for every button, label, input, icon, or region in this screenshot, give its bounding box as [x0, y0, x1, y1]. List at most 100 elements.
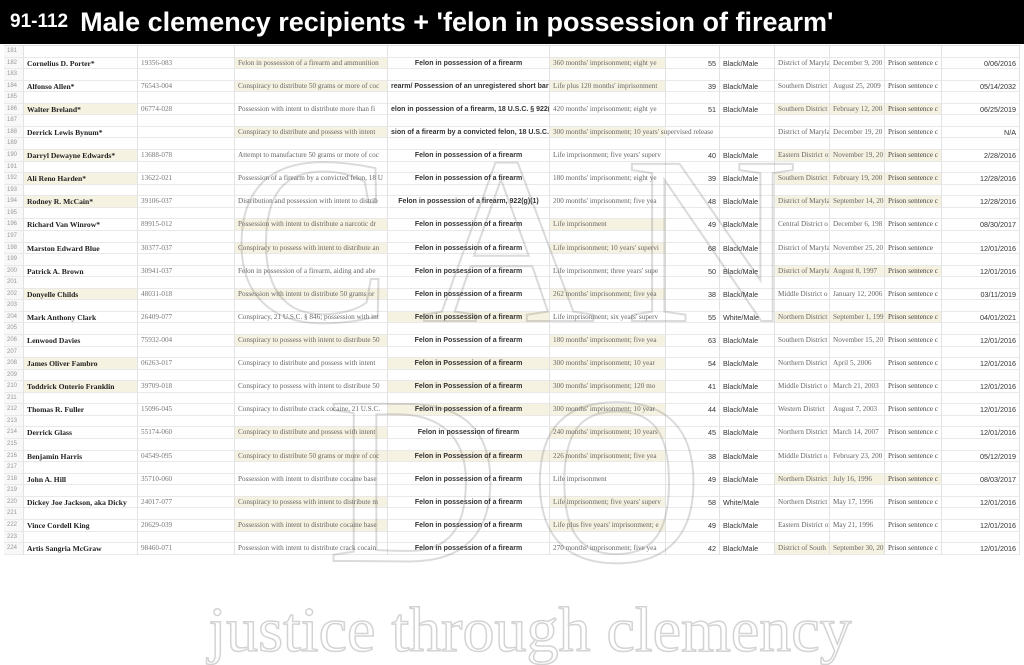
cell-offense[interactable]: Conspiracy to distribute and possess wit…: [235, 427, 388, 440]
cell-type[interactable]: [885, 415, 942, 428]
cell-firearm[interactable]: elon in possession of a firearm, 18 U.S.…: [388, 103, 550, 116]
cell-age[interactable]: 49: [666, 519, 720, 532]
cell-firearm[interactable]: Felon in possession of a firearm: [388, 288, 550, 301]
cell-district[interactable]: [775, 392, 830, 405]
cell-name[interactable]: [24, 161, 138, 174]
cell-offense[interactable]: [235, 415, 388, 428]
cell-age[interactable]: 49: [666, 219, 720, 231]
cell-reg[interactable]: 06263-017: [138, 358, 235, 370]
cell-age[interactable]: 55: [666, 57, 720, 70]
cell-firearm[interactable]: rearm/ Possession of an unregistered sho…: [388, 80, 550, 93]
cell-sentence[interactable]: 300 months' imprisonment; 10 year: [550, 358, 666, 370]
cell-firearm[interactable]: [388, 346, 550, 359]
cell-name[interactable]: [24, 92, 138, 104]
cell-name[interactable]: [24, 230, 138, 243]
cell-district[interactable]: [775, 184, 830, 197]
cell-race[interactable]: [720, 138, 775, 151]
cell-offense[interactable]: Conspiracy to possess with intent to dis…: [235, 242, 388, 255]
cell-age[interactable]: 54: [666, 358, 720, 370]
cell-type[interactable]: Prison sentence c: [885, 196, 942, 208]
cell-district[interactable]: [775, 138, 830, 151]
cell-sentence[interactable]: 270 months' imprisonment; five yea: [550, 543, 666, 555]
cell-type[interactable]: [885, 462, 942, 474]
cell-offense[interactable]: [235, 346, 388, 359]
row-number[interactable]: 211: [4, 392, 24, 405]
cell-type[interactable]: [885, 277, 942, 289]
cell-release[interactable]: [942, 277, 1020, 289]
cell-race[interactable]: Black/Male: [720, 173, 775, 185]
cell-race[interactable]: Black/Male: [720, 219, 775, 231]
row-number[interactable]: 210: [4, 381, 24, 393]
cell-district[interactable]: [775, 207, 830, 220]
cell-reg[interactable]: [138, 277, 235, 289]
cell-firearm[interactable]: Felon in possession of a firearm: [388, 57, 550, 70]
cell-name[interactable]: Alfonso Allen*: [24, 80, 138, 93]
cell-release[interactable]: [942, 462, 1020, 474]
cell-name[interactable]: Richard Van Winrow*: [24, 219, 138, 231]
cell-offense[interactable]: [235, 46, 388, 58]
cell-district[interactable]: District of Maryland: [775, 126, 830, 139]
cell-reg[interactable]: 39106-037: [138, 196, 235, 208]
cell-sentence[interactable]: [550, 369, 666, 382]
cell-race[interactable]: Black/Male: [720, 381, 775, 393]
cell-date[interactable]: November 25, 20: [830, 242, 885, 255]
cell-offense[interactable]: [235, 69, 388, 81]
cell-sentence[interactable]: [550, 485, 666, 497]
cell-type[interactable]: [885, 69, 942, 81]
cell-race[interactable]: [720, 254, 775, 266]
cell-name[interactable]: [24, 69, 138, 81]
cell-type[interactable]: [885, 392, 942, 405]
cell-firearm[interactable]: [388, 439, 550, 451]
cell-date[interactable]: [830, 485, 885, 497]
cell-district[interactable]: Southern District: [775, 103, 830, 116]
cell-race[interactable]: Black/Male: [720, 473, 775, 486]
cell-name[interactable]: [24, 184, 138, 197]
cell-district[interactable]: Middle District o: [775, 381, 830, 393]
row-number[interactable]: 221: [4, 508, 24, 520]
cell-sentence[interactable]: [550, 184, 666, 197]
cell-race[interactable]: Black/Male: [720, 57, 775, 70]
cell-type[interactable]: [885, 323, 942, 335]
cell-age[interactable]: [666, 462, 720, 474]
cell-age[interactable]: 55: [666, 311, 720, 324]
cell-age[interactable]: [666, 46, 720, 58]
cell-firearm[interactable]: [388, 161, 550, 174]
cell-firearm[interactable]: Felon in Possession of a firearm: [388, 335, 550, 347]
row-number[interactable]: 183: [4, 69, 24, 81]
cell-date[interactable]: [830, 415, 885, 428]
cell-date[interactable]: [830, 46, 885, 58]
cell-date[interactable]: December 19, 20: [830, 126, 885, 139]
cell-firearm[interactable]: Felon in possession of a firearm: [388, 242, 550, 255]
cell-age[interactable]: [666, 69, 720, 81]
cell-age[interactable]: [666, 92, 720, 104]
row-number[interactable]: 205: [4, 323, 24, 335]
cell-district[interactable]: [775, 161, 830, 174]
cell-race[interactable]: [720, 92, 775, 104]
cell-name[interactable]: [24, 46, 138, 58]
cell-reg[interactable]: [138, 300, 235, 312]
cell-reg[interactable]: [138, 161, 235, 174]
cell-sentence[interactable]: Life imprisonment; 10 years' supervi: [550, 242, 666, 255]
cell-firearm[interactable]: [388, 415, 550, 428]
cell-sentence[interactable]: 180 months' imprisonment; five yea: [550, 335, 666, 347]
cell-firearm[interactable]: Felon in possession of a firearm: [388, 519, 550, 532]
cell-sentence[interactable]: Life imprisonment; three years' supe: [550, 265, 666, 278]
cell-name[interactable]: [24, 277, 138, 289]
cell-name[interactable]: Benjamin Harris: [24, 450, 138, 463]
cell-offense[interactable]: [235, 161, 388, 174]
cell-type[interactable]: [885, 207, 942, 220]
cell-sentence[interactable]: Life imprisonment: [550, 473, 666, 486]
row-number[interactable]: 181: [4, 46, 24, 58]
cell-reg[interactable]: 48031-018: [138, 288, 235, 301]
cell-age[interactable]: 51: [666, 103, 720, 116]
cell-reg[interactable]: [138, 207, 235, 220]
cell-age[interactable]: 63: [666, 335, 720, 347]
cell-district[interactable]: [775, 300, 830, 312]
cell-race[interactable]: Black/Male: [720, 150, 775, 162]
cell-date[interactable]: September 30, 20: [830, 543, 885, 555]
cell-release[interactable]: [942, 230, 1020, 243]
cell-type[interactable]: [885, 439, 942, 451]
row-number[interactable]: 216: [4, 450, 24, 463]
cell-date[interactable]: [830, 300, 885, 312]
cell-reg[interactable]: [138, 415, 235, 428]
